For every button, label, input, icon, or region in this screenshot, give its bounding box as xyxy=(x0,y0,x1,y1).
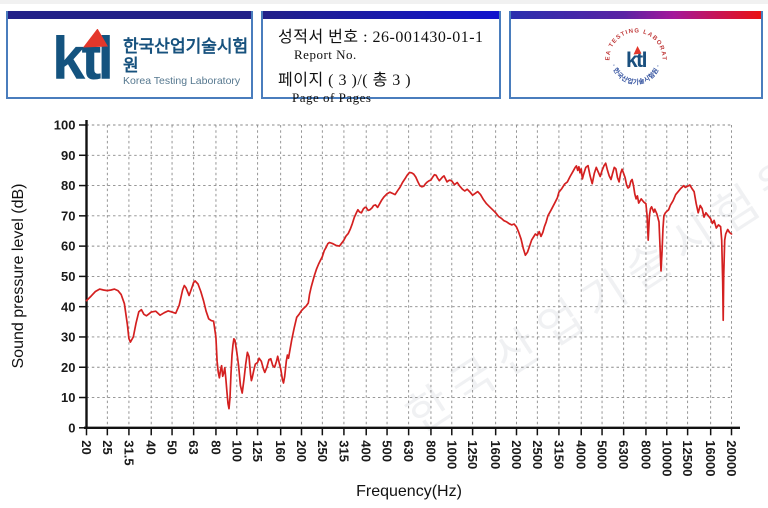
x-tick-label: 5000 xyxy=(595,440,610,469)
x-tick-label: 250 xyxy=(315,440,330,462)
x-tick-label: 16000 xyxy=(703,440,718,476)
report-number-line: 성적서 번호 : 26-001430-01-1 xyxy=(278,23,499,47)
x-tick-label: 800 xyxy=(423,440,438,462)
x-tick-label: 160 xyxy=(273,440,288,462)
x-tick-label: 315 xyxy=(336,440,351,462)
y-tick-label: 100 xyxy=(54,118,76,133)
y-tick-label: 10 xyxy=(61,390,75,405)
seal-red-triangle-icon xyxy=(633,46,642,55)
x-tick-label: 3150 xyxy=(551,440,566,469)
spl-curve xyxy=(85,162,733,410)
x-tick-label: 25 xyxy=(100,440,115,454)
x-tick-label: 63 xyxy=(186,440,201,454)
logo-english-name: Korea Testing Laboratory xyxy=(123,75,241,87)
y-tick-label: 70 xyxy=(61,208,75,223)
x-tick-label: 1000 xyxy=(444,440,459,469)
x-tick-label: 400 xyxy=(359,440,374,462)
x-tick-label: 100 xyxy=(229,440,244,462)
ktl-wordmark: ktl xyxy=(52,28,114,88)
report-header: ktl 한국산업기술시험원 Korea Testing Laboratory 성… xyxy=(6,11,763,105)
x-tick-label: 2500 xyxy=(530,440,545,469)
x-tick-label: 50 xyxy=(165,440,180,454)
x-tick-label: 20000 xyxy=(724,440,739,476)
ktl-logo: ktl 한국산업기술시험원 Korea Testing Laboratory xyxy=(52,28,251,88)
report-number-label: 성적서 번호 : xyxy=(278,29,369,46)
y-tick-label: 0 xyxy=(68,420,75,435)
x-tick-label: 1250 xyxy=(465,440,480,469)
x-tick-label: 6300 xyxy=(616,440,631,469)
data-curve-layer xyxy=(85,162,733,410)
x-tick-label: 125 xyxy=(250,440,265,462)
x-tick-label: 8000 xyxy=(638,440,653,469)
ktl-seal: KOREA TESTING LABORATORY · 한국산업기술시험원 · k… xyxy=(597,19,665,86)
x-tick-label: 80 xyxy=(208,440,223,454)
x-tick-label: 500 xyxy=(380,440,395,462)
x-axis-title: Frequency(Hz) xyxy=(356,483,462,500)
header-bar-navy xyxy=(8,11,251,19)
header-bar-blue-gradient xyxy=(263,11,499,19)
x-tick-label: 12500 xyxy=(680,440,695,476)
spectrum-chart: 한국산업기술시험원 Sound pressure level (dB) Freq… xyxy=(10,118,768,500)
x-tick-label: 31.5 xyxy=(121,440,136,465)
page-label-en: Page of Pages xyxy=(292,90,372,105)
x-tick-label: 630 xyxy=(401,440,416,462)
y-tick-label: 90 xyxy=(61,148,75,163)
header-bar-red-gradient xyxy=(511,11,761,19)
y-tick-label: 30 xyxy=(61,330,75,345)
x-tick-label: 4000 xyxy=(574,440,589,469)
seal-cell: KOREA TESTING LABORATORY · 한국산업기술시험원 · k… xyxy=(509,11,763,99)
x-tick-label: 40 xyxy=(144,440,159,454)
y-tick-label: 40 xyxy=(61,299,75,314)
x-tick-label: 2000 xyxy=(509,440,524,469)
x-tick-label: 10000 xyxy=(659,440,674,476)
x-tick-label: 1600 xyxy=(488,440,503,469)
y-tick-label: 20 xyxy=(61,360,75,375)
ktl-wordmark-text: ktl xyxy=(52,24,114,92)
page-top-edge xyxy=(0,0,768,4)
report-number-cell: 성적서 번호 : 26-001430-01-1 Report No. 페이지 (… xyxy=(261,11,501,105)
logo-korean-name: 한국산업기술시험원 xyxy=(123,37,249,75)
seal-ktl-text: ktl xyxy=(626,49,647,72)
y-tick-label: 80 xyxy=(61,178,75,193)
ktl-logo-cell: ktl 한국산업기술시험원 Korea Testing Laboratory xyxy=(6,11,253,99)
x-tick-label: 200 xyxy=(294,440,309,462)
y-tick-label: 50 xyxy=(61,269,75,284)
y-tick-label: 60 xyxy=(61,239,75,254)
grid-layer xyxy=(86,124,732,428)
x-tick-label: 20 xyxy=(79,440,94,454)
y-axis-title: Sound pressure level (dB) xyxy=(10,184,27,369)
tick-layer: 0 10 20 30 40 50 60 70 80 90 100 20 25 31.5 40 50 63 80 10… xyxy=(54,118,739,477)
report-number-label-en: Report No. xyxy=(294,47,357,62)
page-label: 페이지 ( 3 )/( 총 3 ) xyxy=(278,72,412,89)
report-number-value: 26-001430-01-1 xyxy=(372,29,484,46)
